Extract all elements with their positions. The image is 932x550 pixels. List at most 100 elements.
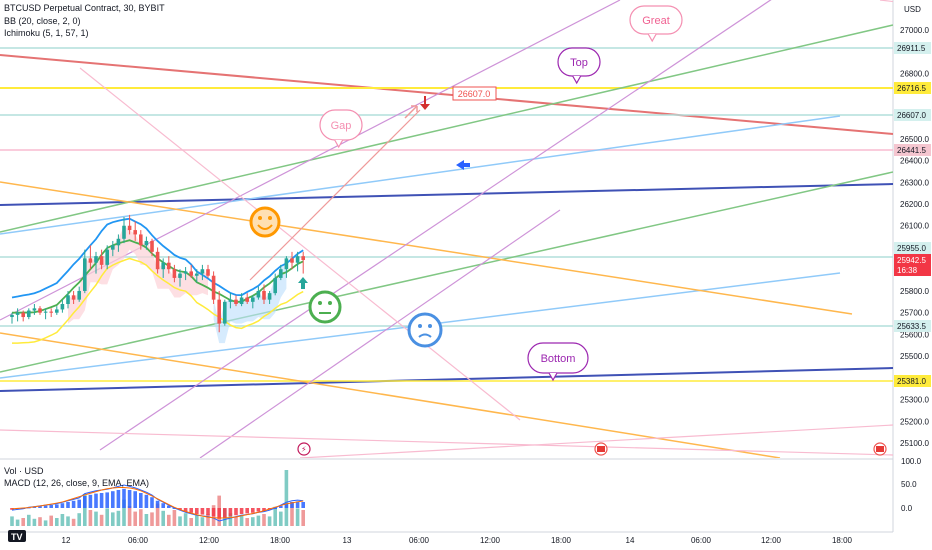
candle-body: [223, 301, 227, 324]
price-tick: 26100.0: [900, 222, 929, 231]
macd-bar: [155, 500, 160, 508]
macd-bar: [60, 503, 65, 508]
candle-body: [273, 277, 277, 294]
volume-bar: [245, 518, 249, 526]
candle-body: [161, 262, 165, 270]
price-tick: 25700.0: [900, 309, 929, 318]
price-tick: 26500.0: [900, 135, 929, 144]
candles: [10, 214, 305, 333]
flash-icon: ⚡: [301, 445, 307, 454]
smiley-neutral-eye: [318, 301, 322, 305]
candle-body: [228, 299, 233, 302]
candle-body: [251, 297, 255, 302]
macd-bar: [295, 501, 300, 508]
price-tick: 25600.0: [900, 330, 929, 339]
volume-bar: [273, 506, 277, 526]
volume-bar: [279, 511, 283, 526]
candle-body: [189, 271, 193, 276]
candle-body: [183, 271, 188, 274]
smiley-happy-eye: [268, 216, 272, 220]
volume-bar: [262, 514, 266, 526]
great-bubble-tail: [647, 33, 657, 43]
volume-bar: [178, 516, 182, 526]
time-tick: 06:00: [128, 536, 149, 545]
time-axis[interactable]: 12 06:00 12:00 18:00 13 06:00 12:00 18:00 14 06:0…: [62, 536, 853, 545]
volume-bar: [144, 514, 149, 526]
macd-bar: [55, 504, 59, 508]
left-arrow: [456, 160, 470, 170]
volume-bar: [200, 517, 205, 526]
price-tag-bg: [894, 320, 931, 332]
time-tick: 12:00: [480, 536, 501, 545]
gap-bubble: Gap: [319, 109, 363, 149]
smiley-worried-eye: [418, 324, 422, 328]
smiley-happy-eye: [258, 216, 262, 220]
price-tag-bg: [894, 42, 931, 54]
price-tag-label: 25381.0: [897, 377, 926, 386]
macd-bar: [122, 488, 126, 508]
price-tag-label: 26716.5: [897, 84, 926, 93]
trend-line: [0, 54, 893, 135]
tradingview-logo[interactable]: TV: [8, 530, 26, 542]
smiley-neutral-circle: [308, 290, 342, 324]
price-tag: 26441.5: [894, 144, 931, 156]
price-tick: 25800.0: [900, 287, 929, 296]
candle-body: [267, 293, 272, 300]
macd-bar: [183, 508, 188, 512]
price-tag: 25381.0: [894, 375, 931, 387]
price-tag-label: 16:38: [897, 266, 918, 275]
bb-legend[interactable]: BB (20, close, 2, 0): [4, 16, 81, 26]
candle-body: [211, 275, 216, 300]
candle-body: [116, 238, 121, 246]
candle-body: [99, 256, 104, 265]
macd-bar: [139, 493, 143, 508]
macd-bar: [223, 508, 227, 518]
candle-body: [155, 251, 160, 270]
time-tick: 18:00: [832, 536, 853, 545]
candle-body: [195, 273, 199, 276]
trend-line: [0, 24, 893, 233]
trend-line: [0, 429, 893, 456]
macd-bar: [88, 494, 93, 508]
candle-body: [256, 290, 261, 298]
price-tick: 25200.0: [900, 417, 929, 426]
volume-bar: [183, 513, 188, 526]
price-tag: 25955.0: [894, 242, 931, 254]
time-tick: 06:00: [409, 536, 430, 545]
volume-bar: [71, 518, 76, 526]
price-tick: 26400.0: [900, 157, 929, 166]
candle-body: [105, 249, 109, 265]
annotations: Great Top Gap Bottom 26607.0 ⚡: [249, 5, 887, 456]
price-tag-label: 25633.5: [897, 322, 926, 331]
candle-body: [71, 295, 76, 300]
macd-legend[interactable]: MACD (12, 26, close, 9, EMA, EMA): [4, 478, 150, 488]
ichimoku-legend[interactable]: Ichimoku (5, 1, 57, 1): [4, 28, 89, 38]
volume-legend[interactable]: Vol · USD: [4, 466, 44, 476]
gap-bubble-text: Gap: [331, 120, 352, 132]
time-tick: 13: [343, 536, 352, 545]
macd-bar: [290, 502, 294, 508]
macd-bar: [150, 497, 154, 508]
trend-line: [0, 367, 893, 392]
volume-bar: [38, 517, 42, 526]
macd-bar: [256, 508, 261, 512]
macd-bar: [99, 493, 104, 508]
trend-line: [0, 183, 893, 206]
candle-body: [139, 234, 143, 246]
price-tag-label: 25942.5: [897, 256, 926, 265]
us-flag-icon: [876, 446, 884, 452]
smiley-neutral-eye: [328, 301, 332, 305]
price-tag-bg: [894, 264, 931, 276]
candle-body: [133, 230, 137, 235]
macd-bar: [262, 508, 266, 511]
gap-arrow-head: [411, 105, 418, 112]
price-tag-label: 26911.5: [897, 44, 926, 53]
volume-bar: [111, 512, 115, 526]
price-axis[interactable]: USD 27000.026800.026600.026500.026400.02…: [900, 5, 929, 448]
candle-body: [127, 225, 132, 231]
price-tag: 26716.5: [894, 82, 931, 94]
price-tag-bg: [894, 144, 931, 156]
candle-body: [206, 269, 210, 276]
volume-bar: [60, 514, 65, 526]
